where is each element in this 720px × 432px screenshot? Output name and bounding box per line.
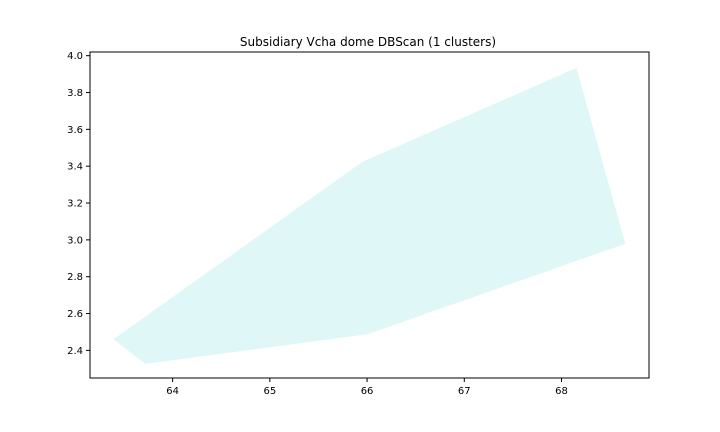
y-tick-label: 2.6: [67, 309, 83, 320]
x-axis: 64 65 66 67 68: [166, 378, 568, 397]
cluster-polygon-0: [113, 67, 626, 364]
y-tick-label: 3.4: [67, 162, 83, 173]
y-tick-label: 2.8: [67, 272, 83, 283]
y-axis: 2.4 2.6 2.8 3.0 3.2 3.4 3.6 3.8 4.0: [67, 51, 90, 357]
x-tick-label: 68: [555, 386, 568, 397]
y-tick-label: 4.0: [67, 51, 83, 62]
plot-area: [113, 67, 626, 364]
y-tick-label: 3.0: [67, 235, 83, 246]
y-tick-label: 3.8: [67, 88, 83, 99]
y-tick-label: 2.4: [67, 346, 83, 357]
chart-title: Subsidiary Vcha dome DBScan (1 clusters): [240, 35, 496, 49]
y-tick-label: 3.2: [67, 199, 83, 210]
x-tick-label: 65: [263, 386, 276, 397]
y-tick-label: 3.6: [67, 125, 83, 136]
x-tick-label: 64: [166, 386, 179, 397]
plot-frame: [89, 51, 650, 379]
x-tick-label: 67: [458, 386, 471, 397]
x-tick-label: 66: [361, 386, 374, 397]
